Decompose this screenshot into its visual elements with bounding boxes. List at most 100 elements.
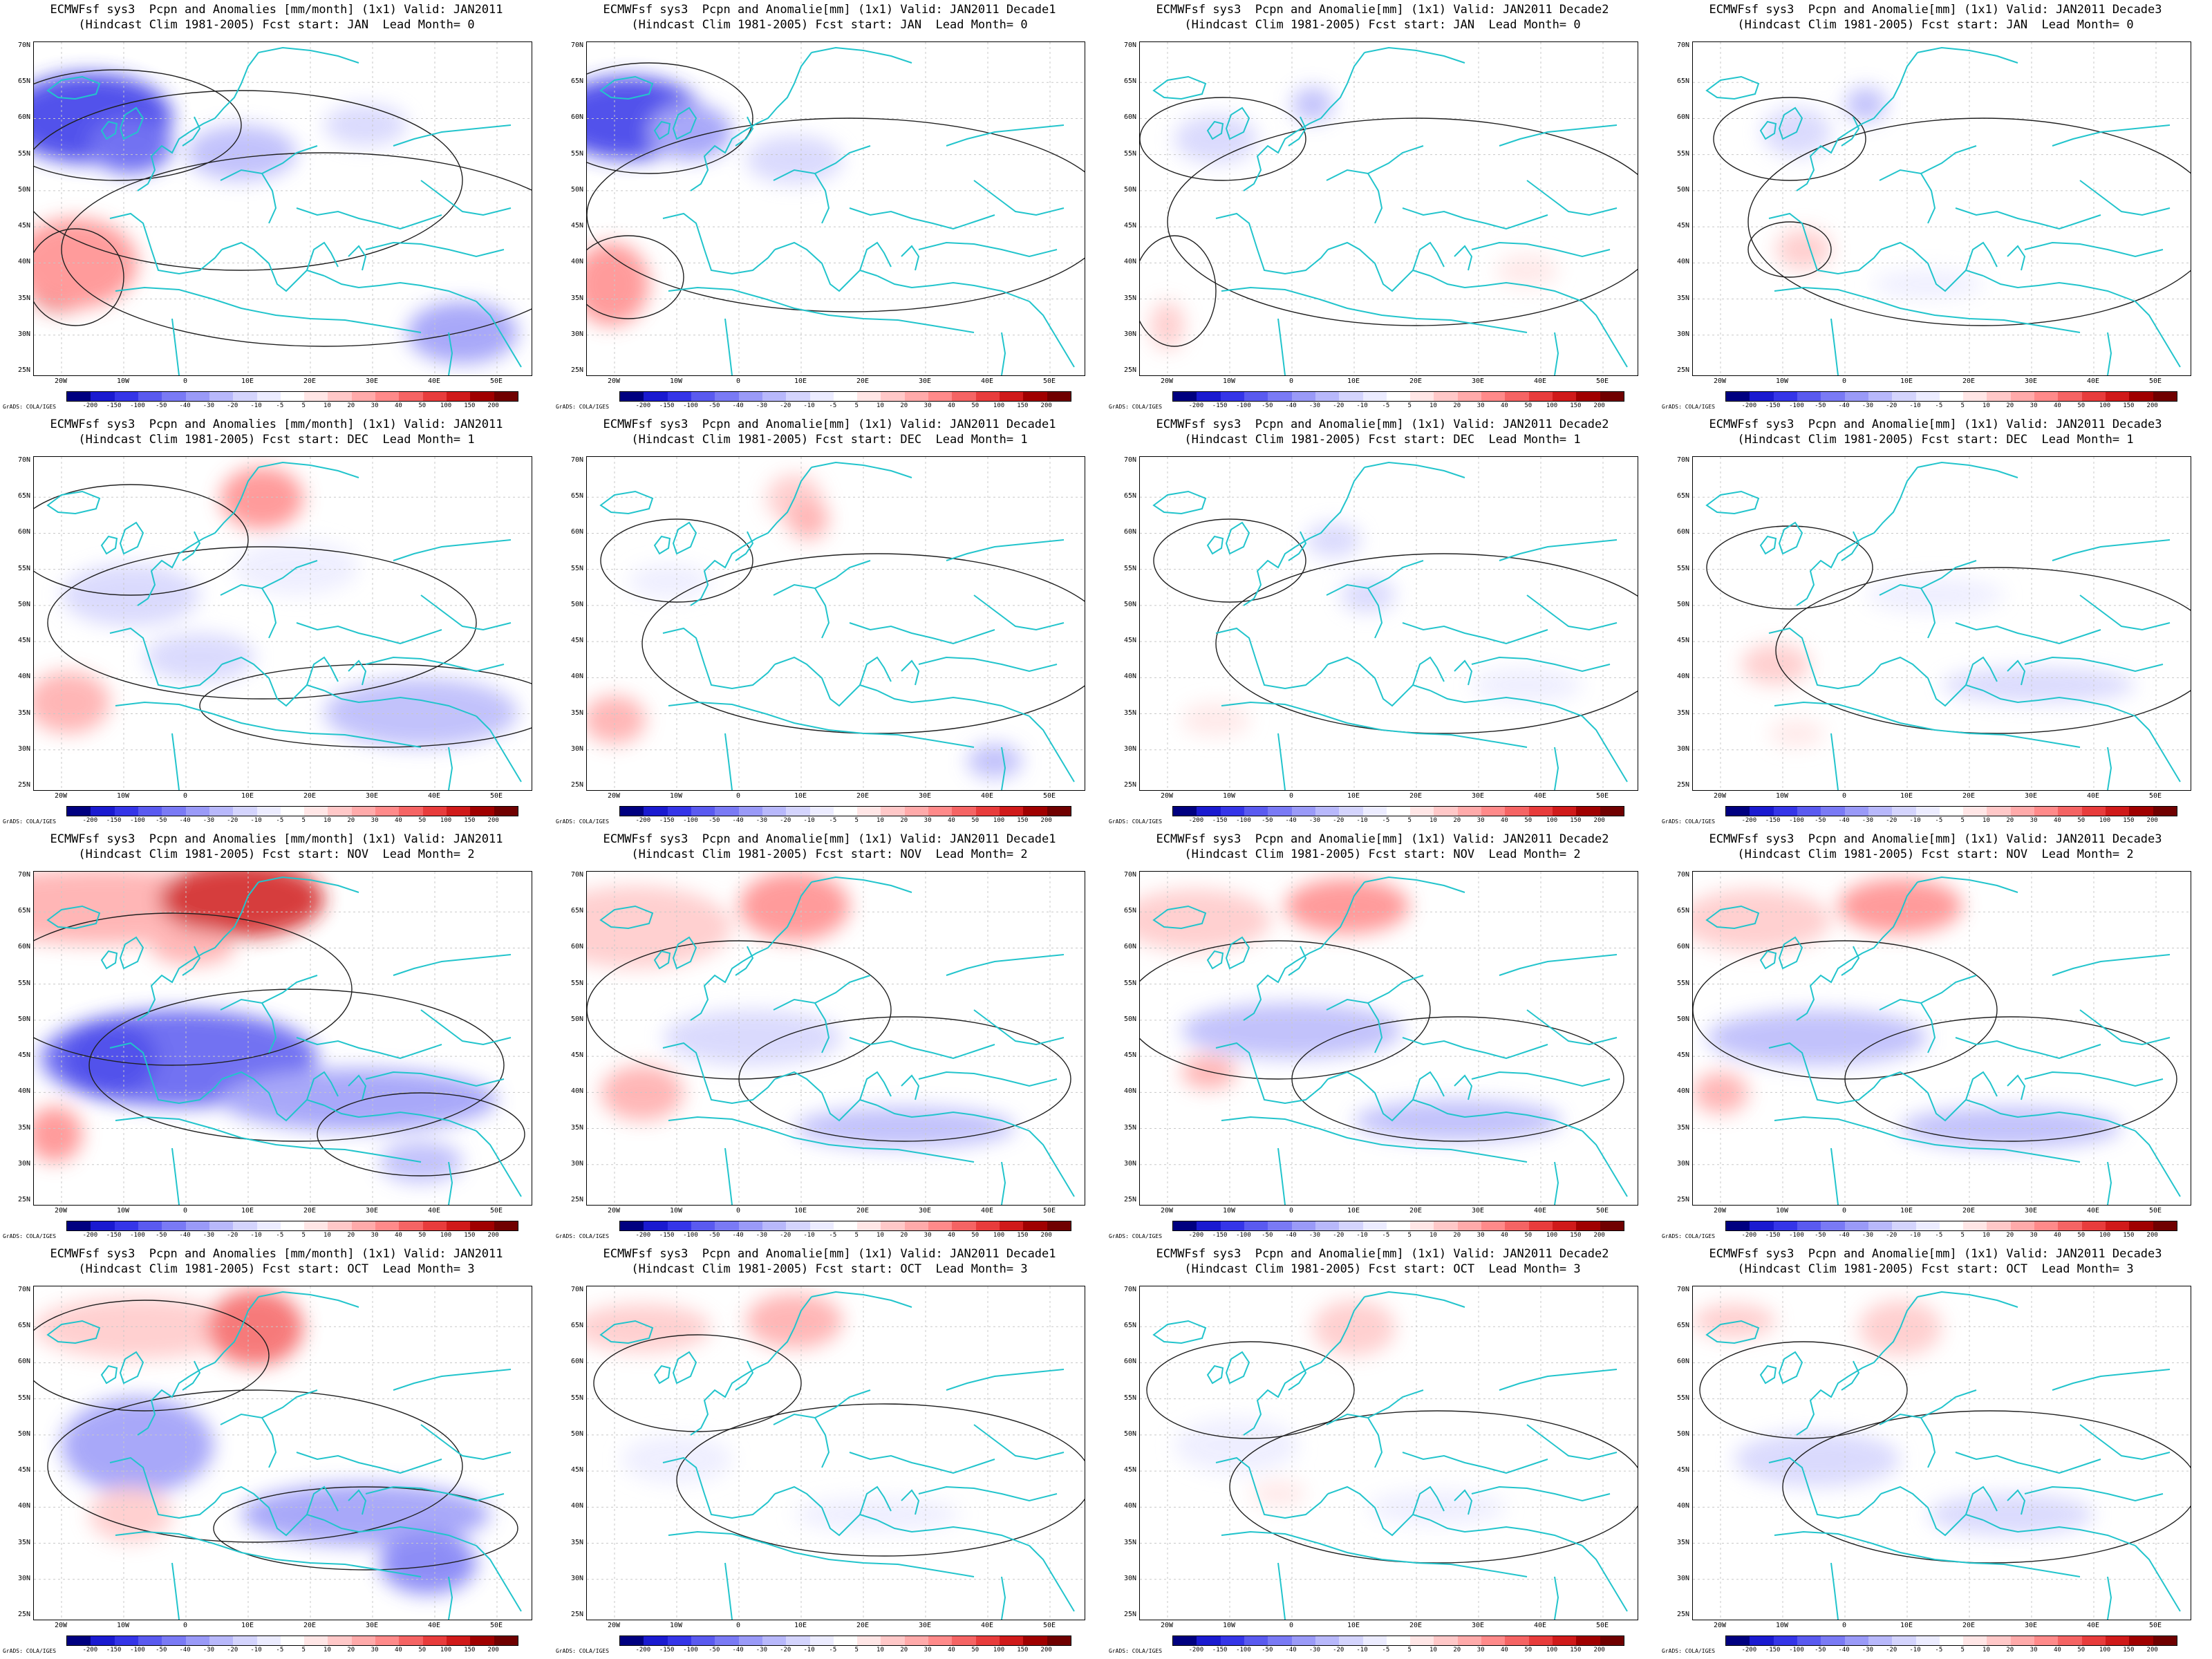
- colorbar-swatch: [644, 1221, 668, 1230]
- colorbar-swatch: [1528, 807, 1553, 816]
- colorbar-swatch: [738, 807, 763, 816]
- lon-tick-label: 50E: [2148, 1207, 2162, 1215]
- colorbar-swatch: [1821, 392, 1846, 401]
- colorbar-swatch: [1750, 1636, 1774, 1645]
- lat-tick-label: 70N: [1123, 456, 1136, 464]
- lat-tick-label: 60N: [1676, 1358, 1689, 1366]
- anomaly-map: [587, 42, 1085, 375]
- lon-tick-label: 10W: [116, 1622, 130, 1629]
- contour-line: [1699, 1341, 1908, 1439]
- colorbar-swatch: [209, 1636, 234, 1645]
- colorbar-swatch: [691, 1636, 715, 1645]
- colorbar-label: -30: [756, 817, 768, 824]
- colorbar-label: -100: [683, 402, 698, 409]
- climatology-contours: [34, 484, 532, 748]
- colorbar-swatch: [1726, 1221, 1750, 1230]
- colorbar-swatch: [494, 1221, 518, 1230]
- colorbar-swatch: [691, 392, 715, 401]
- colorbar-label: 50: [1524, 817, 1533, 824]
- colorbar-swatch: [667, 392, 692, 401]
- colorbar-swatch: [1868, 1636, 1893, 1645]
- lon-tick-label: 50E: [489, 1622, 503, 1629]
- colorbar-swatch: [1339, 1221, 1364, 1230]
- colorbar-swatch: [1844, 1221, 1869, 1230]
- contour-line: [1140, 235, 1217, 347]
- colorbar-label: -200: [82, 1232, 98, 1239]
- lon-tick-label: 20E: [856, 792, 870, 800]
- colorbar-label: -150: [1212, 817, 1228, 824]
- colorbar-swatch: [375, 807, 400, 816]
- colorbar-label: 10: [1983, 1232, 1990, 1239]
- colorbar-swatch: [67, 807, 91, 816]
- climatology-contours: [1713, 97, 2191, 326]
- coastlines: [1152, 876, 1628, 1205]
- anomaly-region: [1306, 523, 1361, 557]
- lon-tick-label: 0: [182, 377, 188, 385]
- colorbar-swatch: [1362, 1221, 1387, 1230]
- colorbar-swatch: [114, 392, 139, 401]
- lon-tick-label: 0: [735, 1207, 741, 1215]
- lon-tick-label: 20W: [1160, 377, 1174, 385]
- colorbar-label: 10: [1983, 402, 1990, 409]
- map-area: [1692, 1286, 2191, 1620]
- lon-tick-label: 0: [1288, 1622, 1294, 1629]
- contour-line: [34, 90, 463, 271]
- panel-subtitle: (Hindcast Clim 1981-2005) Fcst start: OC…: [631, 1262, 1028, 1276]
- grads-credit: GrADS: COLA/IGES: [1109, 1233, 1163, 1239]
- anomaly-map: [1693, 42, 2191, 375]
- colorbar-swatch: [1339, 807, 1364, 816]
- lat-tick-label: 65N: [17, 77, 30, 86]
- map-area: [586, 456, 1085, 791]
- colorbar-swatch: [1915, 1221, 1940, 1230]
- colorbar-swatch: [1963, 1636, 1987, 1645]
- lat-tick-label: 50N: [570, 1015, 583, 1023]
- lon-tick-label: 50E: [2148, 792, 2162, 800]
- colorbar-label: 30: [371, 1232, 379, 1239]
- lat-tick-label: 65N: [1676, 492, 1689, 500]
- lat-tick-label: 60N: [570, 113, 583, 122]
- anomaly-region: [1707, 1010, 1928, 1065]
- lat-tick-label: 70N: [570, 1286, 583, 1293]
- colorbar-label: -30: [1862, 817, 1874, 824]
- colorbar-swatch: [667, 1636, 692, 1645]
- lon-tick-label: 20W: [1713, 1207, 1727, 1215]
- lon-tick-label: 0: [735, 792, 741, 800]
- colorbar-label: -20: [1333, 1232, 1344, 1239]
- colorbar-swatch: [1939, 1221, 1964, 1230]
- colorbar-swatch: [1600, 392, 1624, 401]
- colorbar-label: 50: [2077, 1232, 2086, 1239]
- colorbar-label: -5: [829, 817, 837, 824]
- lon-tick-label: 30E: [365, 1207, 379, 1215]
- lat-tick-label: 70N: [1676, 871, 1689, 879]
- colorbar-label: 30: [924, 1647, 932, 1653]
- anomaly-region: [1769, 720, 1824, 747]
- colorbar-label: 20: [2006, 1232, 2014, 1239]
- lat-tick-label: 60N: [1123, 943, 1136, 951]
- colorbar-label: -10: [1909, 1232, 1921, 1239]
- lat-tick-label: 25N: [570, 1196, 583, 1203]
- contour-line: [34, 228, 124, 326]
- colorbar-swatch: [1023, 1221, 1048, 1230]
- colorbar-swatch: [833, 1221, 858, 1230]
- lat-tick-label: 45N: [570, 1051, 583, 1060]
- lon-tick-label: 30E: [1471, 792, 1485, 800]
- colorbar-swatch: [91, 807, 115, 816]
- colorbar-label: 200: [1593, 402, 1605, 409]
- colorbar-swatch: [1773, 807, 1798, 816]
- graticule: [587, 1286, 1085, 1620]
- colorbar-label: -150: [659, 402, 675, 409]
- lon-tick-label: 50E: [489, 792, 503, 800]
- colorbar-swatch: [620, 1221, 644, 1230]
- anomaly-region: [158, 872, 324, 937]
- lon-tick-label: 0: [182, 792, 188, 800]
- lat-tick-label: 70N: [1123, 41, 1136, 49]
- colorbar-label: -40: [732, 1647, 744, 1653]
- colorbar-swatch: [399, 1221, 424, 1230]
- anomaly-shading: [1150, 87, 1558, 350]
- colorbar-swatch: [691, 807, 715, 816]
- colorbar-label: 40: [394, 817, 402, 824]
- colorbar-label: -200: [1741, 817, 1757, 824]
- anomaly-map: [1140, 42, 1638, 375]
- anomaly-region: [746, 1293, 843, 1349]
- lon-tick-label: 10W: [1222, 377, 1236, 385]
